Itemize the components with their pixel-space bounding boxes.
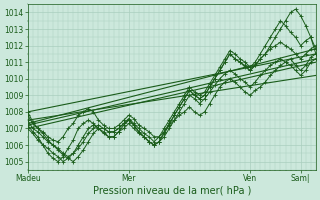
X-axis label: Pression niveau de la mer( hPa ): Pression niveau de la mer( hPa ) <box>92 186 251 196</box>
